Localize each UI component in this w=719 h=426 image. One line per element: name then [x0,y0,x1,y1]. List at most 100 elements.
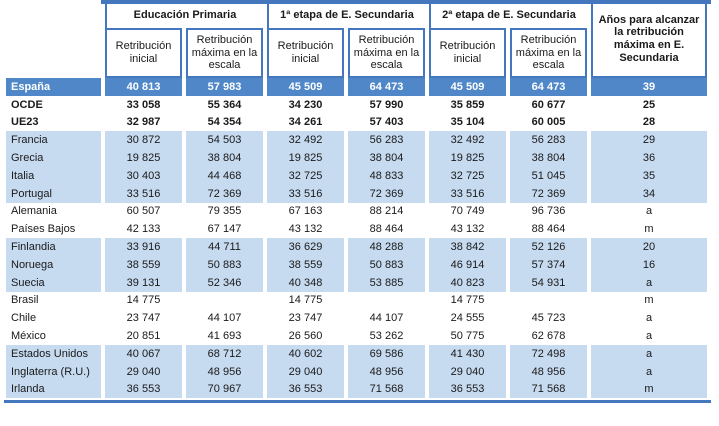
salary-cell: 38 804 [186,149,263,167]
table-row: OCDE 33 058 55 364 34 230 57 990 35 859 60 677… [6,96,707,114]
salary-cell: 48 956 [186,362,263,381]
salary-cell: 57 983 [186,78,263,96]
salary-cell: 45 509 [267,78,344,96]
salary-cell: 20 851 [126,330,161,342]
subheader-retribucion-maxima-primaria: Retribución máxima en la escala [186,28,263,78]
salary-cell: 38 559 [105,255,182,274]
table-row: Francia 30 872 54 503 32 492 56 283 32 492 56 … [6,131,707,150]
years-cell: a [591,362,707,381]
salary-cell: 36 629 [267,238,344,256]
table-header: Educación Primaria 1ª etapa de E. Secund… [6,2,707,78]
salary-cell: 14 775 [450,294,485,307]
table-row: Inglaterra (R.U.) 29 040 48 956 29 040 48 95… [6,362,707,381]
years-cell: a [591,344,707,363]
salary-cell: 23 747 [288,312,323,325]
row-country-label: Francia [6,131,101,150]
salary-cell: 32 725 [429,166,506,185]
years-cell: a [645,330,653,342]
salary-cell: 54 354 [207,116,242,129]
years-cell: m [644,223,654,236]
salary-cell: 67 147 [207,223,242,236]
salary-cell: 30 872 [105,131,182,150]
salary-cell: 40 348 [267,273,344,292]
salary-cell: 57 990 [369,98,404,111]
salary-cell: 70 749 [450,205,485,218]
salary-cell: 36 553 [267,380,344,399]
row-country-label: Noruega [6,255,101,274]
salary-cell: 36 553 [105,380,182,399]
salary-cell: 50 883 [186,255,263,274]
table-row: España 40 813 57 983 45 509 64 473 45 509 64 4… [6,78,707,96]
salary-cell: 29 040 [267,362,344,381]
table-row: Irlanda 36 553 70 967 36 553 71 568 36 553 71 … [6,380,707,399]
salary-cell: 72 369 [348,184,425,203]
row-country-label: México [11,330,46,342]
salary-cell: 43 132 [288,223,323,236]
salary-cell: 33 516 [267,184,344,203]
salary-cell: 33 516 [105,184,182,203]
table-row: Suecia 39 131 52 346 40 348 53 885 40 823 54 9… [6,273,707,292]
years-cell: m [644,294,654,307]
salary-cell: 14 775 [126,294,161,307]
teacher-salary-table: Educación Primaria 1ª etapa de E. Secund… [2,2,711,399]
row-country-label: OCDE [11,98,43,111]
table-row: Portugal 33 516 72 369 33 516 72 369 33 516 72… [6,184,707,203]
corner-empty-cell [6,2,101,78]
salary-cell: 44 711 [186,238,263,256]
salary-cell: 60 507 [126,205,161,218]
salary-cell: 57 374 [510,255,587,274]
salary-cell: 54 503 [186,131,263,150]
salary-cell: 53 885 [348,273,425,292]
salary-cell: 40 602 [267,344,344,363]
salary-cell: 33 516 [429,184,506,203]
row-country-label: Países Bajos [11,223,76,236]
salary-cell: 40 067 [105,344,182,363]
salary-cell: 50 883 [348,255,425,274]
salary-cell: 38 804 [348,149,425,167]
salary-cell: 52 346 [186,273,263,292]
salary-cell: 19 825 [105,149,182,167]
salary-cell: 50 775 [450,330,485,342]
table-row: Noruega 38 559 50 883 38 559 50 883 46 914 57 … [6,255,707,274]
years-cell: 34 [591,184,707,203]
salary-cell: 45 723 [531,312,566,325]
salary-cell: 41 693 [207,330,242,342]
table-row: Países Bajos 42 133 67 147 43 132 88 464 43 1… [6,220,707,238]
salary-cell: 41 430 [429,344,506,363]
salary-cell: 64 473 [348,78,425,96]
years-cell: 29 [591,131,707,150]
salary-cell [510,292,587,310]
row-country-label: Grecia [6,149,101,167]
salary-cell: 64 473 [510,78,587,96]
salary-cell: 19 825 [267,149,344,167]
salary-cell: 36 553 [429,380,506,399]
salary-cell: 44 468 [186,166,263,185]
table-bottom-border [4,400,711,403]
row-country-label: Italia [6,166,101,185]
column-group-segunda-etapa-secundaria: 2ª etapa de E. Secundaria [429,2,587,28]
salary-cell: 48 956 [510,362,587,381]
years-cell: a [591,273,707,292]
salary-cell: 19 825 [429,149,506,167]
salary-cell: 71 568 [510,380,587,399]
salary-cell: 34 230 [288,98,323,111]
sub-header-row: Retribución inicial Retribución máxima e… [6,28,707,78]
salary-cell: 62 678 [531,330,566,342]
salary-cell: 68 712 [186,344,263,363]
salary-cell: 26 560 [288,330,323,342]
row-country-label: Inglaterra (R.U.) [6,362,101,381]
salary-cell: 69 586 [348,344,425,363]
salary-cell: 33 916 [105,238,182,256]
salary-cell: 67 163 [288,205,323,218]
salary-cell: 56 283 [348,131,425,150]
salary-cell: 48 288 [348,238,425,256]
salary-cell: 38 559 [267,255,344,274]
salary-cell: 72 369 [186,184,263,203]
salary-cell: 45 509 [429,78,506,96]
years-cell: 28 [642,116,656,129]
years-cell: a [645,312,653,325]
salary-cell: 79 355 [207,205,242,218]
salary-cell: 56 283 [510,131,587,150]
row-country-label: Irlanda [6,380,101,399]
subheader-retribucion-inicial-primaria: Retribución inicial [105,28,182,78]
